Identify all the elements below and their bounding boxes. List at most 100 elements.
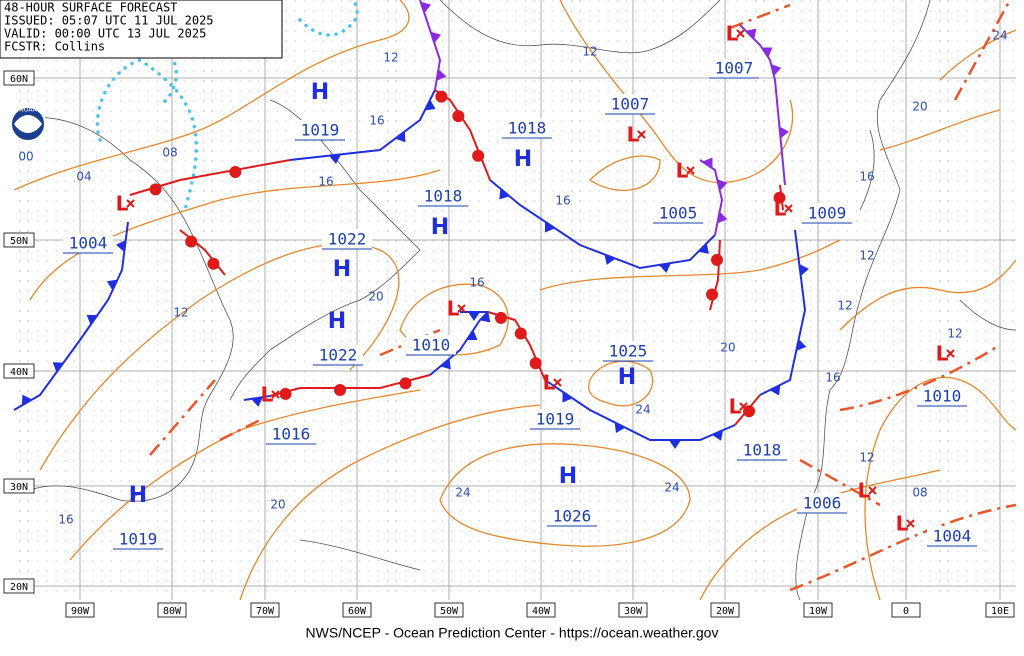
- low-symbol: L: [627, 123, 640, 147]
- isobar-label: 24: [664, 481, 679, 495]
- lon-box: [710, 602, 740, 618]
- pressure-value: 1007: [611, 95, 650, 114]
- lon-label: 70W: [256, 606, 275, 617]
- pressure-value: 1018: [743, 441, 782, 460]
- front-barb: [116, 240, 126, 252]
- low-symbol: L: [116, 192, 129, 216]
- pressure-box: [797, 493, 847, 513]
- high-symbol: H: [328, 309, 346, 334]
- high-symbol: H: [559, 464, 577, 489]
- front-barb: [745, 28, 757, 40]
- footer: NWS/NCEP - Ocean Prediction Center - htt…: [306, 625, 719, 641]
- coastlines: [13, 0, 1017, 601]
- low-cross: [906, 519, 915, 528]
- lon-label: 50W: [440, 606, 459, 617]
- fronts: [13, 0, 809, 449]
- cold-front: [544, 379, 736, 441]
- isobar-label: 16: [825, 371, 840, 385]
- header-line: 48-HOUR SURFACE FORECAST: [4, 1, 177, 15]
- low-cross: [739, 402, 748, 411]
- high-symbol: H: [129, 483, 147, 508]
- warm-front: [129, 159, 291, 196]
- front-bump: [452, 110, 465, 123]
- pressure-value: 1022: [319, 346, 358, 365]
- pressure-box: [802, 203, 852, 223]
- low-cross: [126, 199, 135, 208]
- lon-label: 80W: [163, 606, 182, 617]
- isobar-label: 08: [162, 146, 177, 160]
- lon-box: [434, 602, 464, 618]
- pressure-box: [418, 186, 468, 206]
- front-bump: [773, 191, 786, 204]
- lat-label: 40N: [10, 367, 28, 378]
- pressure-value: 1004: [69, 234, 108, 253]
- ice-edge: [95, 0, 359, 212]
- pressure-box: [917, 386, 967, 406]
- isobars: [13, 0, 1017, 601]
- low-symbol: L: [447, 297, 460, 321]
- isobar-label: 08: [912, 486, 927, 500]
- pressure-value: 1026: [553, 507, 592, 526]
- pressure-box: [653, 203, 703, 223]
- lat-box: [3, 478, 35, 494]
- low-symbol: L: [936, 342, 949, 366]
- front-barb: [52, 362, 64, 373]
- isobar-label: 12: [859, 249, 874, 263]
- front-barb: [440, 358, 451, 370]
- pressure-box: [113, 529, 163, 549]
- front-barb: [468, 312, 480, 321]
- isobar-label: 12: [859, 451, 874, 465]
- high-symbol: H: [431, 215, 449, 240]
- isobar-label: 16: [555, 194, 570, 208]
- lon-labels: 90W 80W 70W 60W 50W 40W 30W 20W 10W 0 10E: [65, 602, 1015, 618]
- lon-box: [250, 602, 280, 618]
- low-symbol: L: [896, 512, 909, 536]
- lat-labels: 60N 50N 40N 30N 20N: [3, 70, 35, 594]
- front-barb: [799, 264, 809, 276]
- low-symbol: L: [858, 479, 871, 503]
- front-bump: [399, 377, 412, 390]
- isobar-label: 20: [368, 290, 383, 304]
- isobar-label: 12: [582, 45, 597, 59]
- lon-label: 30W: [624, 606, 643, 617]
- lon-box: [985, 602, 1015, 618]
- front-barb: [614, 422, 626, 434]
- lon-label: 60W: [348, 606, 367, 617]
- pressure-value: 1025: [609, 342, 648, 361]
- pressure-box: [313, 345, 363, 365]
- isobar-label: 20: [270, 498, 285, 512]
- front-barb: [761, 47, 773, 58]
- grid: [14, 0, 1016, 600]
- front-barb: [769, 384, 781, 396]
- low-symbol: L: [774, 197, 787, 221]
- isobar-label: 24: [635, 403, 650, 417]
- low-symbol: L: [726, 22, 739, 46]
- pressure-box: [295, 120, 345, 140]
- lon-label: 10E: [991, 606, 1009, 617]
- pressure-value: 1019: [301, 121, 340, 140]
- lon-label: 10W: [809, 606, 828, 617]
- lon-box: [891, 602, 921, 618]
- isobar-label: 16: [318, 175, 333, 189]
- front-bump: [711, 253, 724, 266]
- isobar-label: 00: [18, 150, 33, 164]
- low-cross: [686, 166, 695, 175]
- front-barb: [479, 311, 491, 323]
- front-bump: [529, 357, 542, 370]
- lat-box: [3, 70, 35, 86]
- lat-box: [3, 363, 35, 379]
- pressure-value: 1010: [923, 387, 962, 406]
- low-cross: [736, 29, 745, 38]
- front-barb: [329, 154, 341, 164]
- pressure-box: [927, 526, 977, 546]
- lat-box: [3, 578, 35, 594]
- isobar-label: 12: [383, 51, 398, 65]
- front-bump: [279, 387, 292, 400]
- isobar-label: 16: [859, 170, 874, 184]
- front-barb: [420, 1, 432, 14]
- front-barb: [669, 440, 681, 449]
- pressure-box: [709, 58, 759, 78]
- header-box: [0, 0, 283, 59]
- front-barb: [499, 188, 510, 200]
